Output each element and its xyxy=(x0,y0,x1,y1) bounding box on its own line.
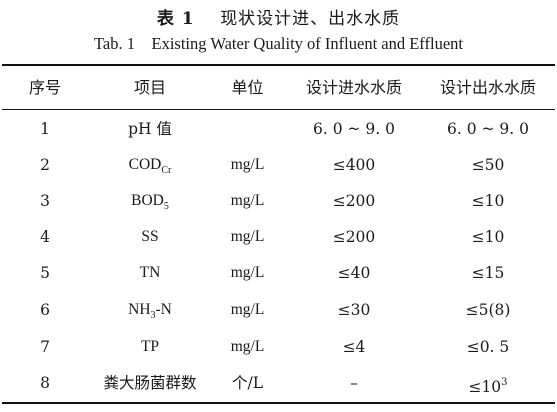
table-caption-cn: 表 1 现状设计进、出水水质 xyxy=(0,4,557,29)
header-influent: 设计进水水质 xyxy=(305,78,402,97)
row-no: 7 xyxy=(40,338,50,356)
row-unit: mg/L xyxy=(230,301,265,318)
row-unit xyxy=(215,111,280,147)
row-item: NH3-N xyxy=(80,292,220,328)
item-base: NH xyxy=(128,301,151,318)
row-unit: mg/L xyxy=(230,338,265,355)
row-item: CODCr xyxy=(80,147,220,183)
row-unit: mg/L xyxy=(230,192,265,209)
row-influent: ≤200 xyxy=(332,192,376,210)
row-influent: ≤40 xyxy=(337,264,371,282)
table-top-rule xyxy=(2,64,555,66)
row-effluent: ≤103 xyxy=(422,365,554,401)
table-row: 2 CODCr mg/L ≤400 ≤50 xyxy=(0,147,557,183)
row-unit: 个/L xyxy=(231,374,263,392)
row-no: 6 xyxy=(40,301,50,319)
table-row: 5 TN mg/L ≤40 ≤15 xyxy=(0,255,557,291)
table-row: 4 SS mg/L ≤200 ≤10 xyxy=(0,219,557,255)
row-no: 8 xyxy=(40,374,50,392)
item-base: BOD xyxy=(131,192,164,209)
row-item: TP xyxy=(140,338,160,355)
item-base: COD xyxy=(128,156,162,173)
row-effluent: 6. 0 ~ 9. 0 xyxy=(447,120,529,138)
row-effluent: ≤5(8) xyxy=(465,301,511,319)
table-header-rule xyxy=(2,109,555,110)
row-influent: ≤30 xyxy=(337,301,371,319)
row-no: 2 xyxy=(40,156,50,174)
row-item: pH 值 xyxy=(128,120,172,138)
table-row: 6 NH3-N mg/L ≤30 ≤5(8) xyxy=(0,292,557,328)
row-influent: – xyxy=(350,374,358,392)
header-effluent: 设计出水水质 xyxy=(439,78,536,97)
table-caption-en: Tab. 1 Existing Water Quality of Influen… xyxy=(0,34,557,54)
row-effluent: ≤10 xyxy=(471,228,505,246)
effluent-superscript: 3 xyxy=(501,377,508,388)
header-item: 项目 xyxy=(133,78,166,97)
row-item: 粪大肠菌群数 xyxy=(103,374,197,392)
row-effluent: ≤0. 5 xyxy=(466,338,510,356)
row-item: TN xyxy=(139,264,161,281)
row-no: 4 xyxy=(40,228,50,246)
table-title-cn: 现状设计进、出水水质 xyxy=(220,9,401,29)
row-no: 5 xyxy=(40,264,50,282)
header-unit: 单位 xyxy=(231,78,264,97)
row-item: SS xyxy=(141,228,159,245)
row-item: BOD5 xyxy=(80,183,220,219)
row-no: 3 xyxy=(40,192,50,210)
table-header-row: 序号 项目 单位 设计进水水质 设计出水水质 xyxy=(0,70,557,106)
row-no: 1 xyxy=(40,120,50,138)
row-influent: 6. 0 ~ 9. 0 xyxy=(313,120,395,138)
row-effluent: ≤15 xyxy=(471,264,505,282)
table-label-cn: 表 1 xyxy=(156,9,195,29)
row-influent: ≤200 xyxy=(332,228,376,246)
item-subscript: 5 xyxy=(163,201,169,212)
table-row: 7 TP mg/L ≤4 ≤0. 5 xyxy=(0,329,557,365)
item-subscript: 3 xyxy=(150,310,156,321)
item-subscript: Cr xyxy=(161,165,172,176)
table-row: 1 pH 值 6. 0 ~ 9. 0 6. 0 ~ 9. 0 xyxy=(0,111,557,147)
effluent-base: ≤10 xyxy=(468,378,502,396)
row-unit: mg/L xyxy=(230,156,265,173)
row-effluent: ≤10 xyxy=(471,192,505,210)
table-bottom-rule xyxy=(2,402,555,404)
row-unit: mg/L xyxy=(230,264,265,281)
item-tail: -N xyxy=(155,301,172,318)
table-row: 3 BOD5 mg/L ≤200 ≤10 xyxy=(0,183,557,219)
table-row: 8 粪大肠菌群数 个/L – ≤103 xyxy=(0,365,557,401)
row-influent: ≤400 xyxy=(332,156,376,174)
table-label-en: Tab. 1 xyxy=(93,34,135,53)
row-effluent: ≤50 xyxy=(471,156,505,174)
header-no: 序号 xyxy=(28,78,61,97)
table-title-en: Existing Water Quality of Influent and E… xyxy=(151,34,464,53)
row-unit: mg/L xyxy=(230,228,265,245)
row-influent: ≤4 xyxy=(342,338,366,356)
